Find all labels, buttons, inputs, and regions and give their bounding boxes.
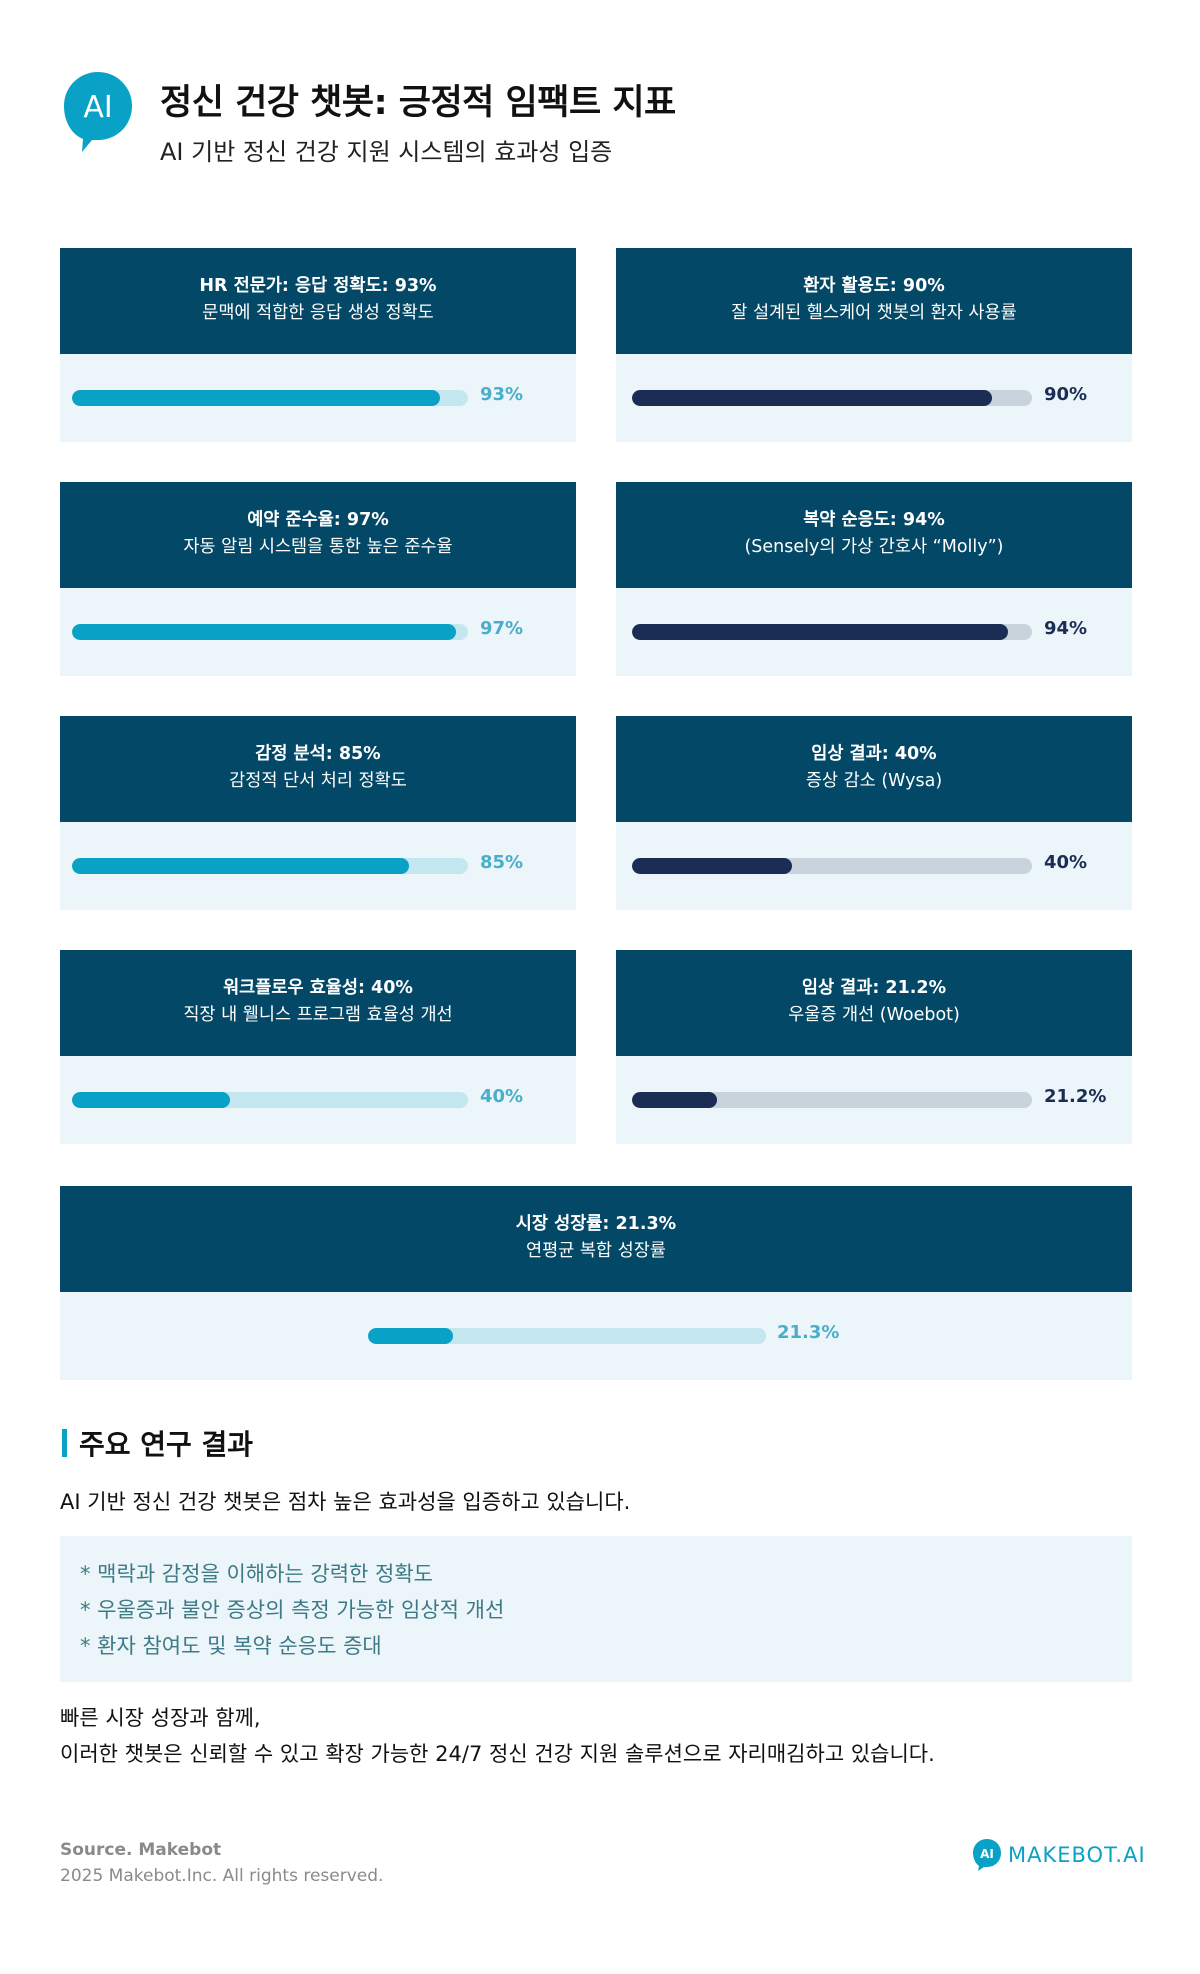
- progress-track: [72, 624, 468, 640]
- metric-description: 감정적 단서 처리 정확도: [229, 771, 407, 791]
- list-item: * 맥락과 감정을 이해하는 강력한 정확도: [80, 1562, 433, 1586]
- metric-percent: 97%: [480, 618, 524, 639]
- metric-description: 증상 감소 (Wysa): [805, 771, 943, 791]
- metric-card-market-growth: 시장 성장률: 21.3% 연평균 복합 성장률 21.3%: [60, 1186, 1132, 1380]
- makebot-logo-icon: AI: [973, 1839, 1001, 1871]
- metric-card-body: 40%: [60, 1056, 576, 1144]
- metric-card-clinical-outcome-wysa: 임상 결과: 40% 증상 감소 (Wysa) 40%: [616, 716, 1132, 910]
- metric-card-header: 시장 성장률: 21.3% 연평균 복합 성장률: [60, 1186, 1132, 1292]
- metric-card-body: 93%: [60, 354, 576, 442]
- findings-title: 주요 연구 결과: [79, 1428, 254, 1461]
- metric-card-body: 85%: [60, 822, 576, 910]
- metric-percent: 90%: [1044, 384, 1088, 405]
- metric-card-body: 21.3%: [60, 1292, 1132, 1380]
- metric-percent: 21.2%: [1044, 1086, 1107, 1107]
- metric-description: (Sensely의 가상 간호사 “Molly”): [744, 537, 1004, 557]
- metric-title: 임상 결과: 21.2%: [801, 978, 947, 998]
- progress-track: [368, 1328, 766, 1344]
- metric-title: 복약 순응도: 94%: [803, 510, 945, 530]
- progress-track: [632, 858, 1032, 874]
- brand-logo: AI MAKEBOT.AI: [972, 1838, 1146, 1872]
- progress-fill: [632, 390, 992, 406]
- progress-fill: [632, 624, 1008, 640]
- metric-title: HR 전문가: 응답 정확도: 93%: [199, 276, 437, 296]
- metric-card-header: 감정 분석: 85% 감정적 단서 처리 정확도: [60, 716, 576, 822]
- metric-description: 문맥에 적합한 응답 생성 정확도: [202, 303, 434, 323]
- metric-card-patient-utilization: 환자 활용도: 90% 잘 설계된 헬스케어 챗봇의 환자 사용률 90%: [616, 248, 1132, 442]
- progress-track: [72, 858, 468, 874]
- metric-card-header: 임상 결과: 21.2% 우울증 개선 (Woebot): [616, 950, 1132, 1056]
- heading-accent-bar: [62, 1429, 67, 1457]
- findings-list: * 맥락과 감정을 이해하는 강력한 정확도 * 우울증과 불안 증상의 측정 …: [60, 1536, 1132, 1682]
- metric-title: 예약 준수율: 97%: [247, 510, 389, 530]
- svg-text:AI: AI: [980, 1847, 994, 1861]
- metric-card-body: 40%: [616, 822, 1132, 910]
- metric-description: 우울증 개선 (Woebot): [788, 1005, 960, 1025]
- closing-text: 빠른 시장 성장과 함께, 이러한 챗봇은 신뢰할 수 있고 확장 가능한 24…: [60, 1700, 935, 1772]
- progress-fill: [632, 1092, 717, 1108]
- metric-description: 직장 내 웰니스 프로그램 효율성 개선: [183, 1005, 453, 1025]
- progress-fill: [72, 624, 457, 640]
- metric-card-header: 워크플로우 효율성: 40% 직장 내 웰니스 프로그램 효율성 개선: [60, 950, 576, 1056]
- progress-track: [632, 624, 1032, 640]
- metric-description: 자동 알림 시스템을 통한 높은 준수율: [183, 537, 453, 557]
- progress-fill: [72, 390, 441, 406]
- metric-card-header: 환자 활용도: 90% 잘 설계된 헬스케어 챗봇의 환자 사용률: [616, 248, 1132, 354]
- list-item: * 환자 참여도 및 복약 순응도 증대: [80, 1634, 382, 1658]
- metric-card-header: 예약 준수율: 97% 자동 알림 시스템을 통한 높은 준수율: [60, 482, 576, 588]
- metric-percent: 93%: [480, 384, 524, 405]
- metric-card-workflow-efficiency: 워크플로우 효율성: 40% 직장 내 웰니스 프로그램 효율성 개선 40%: [60, 950, 576, 1144]
- metric-percent: 21.3%: [777, 1322, 840, 1343]
- progress-fill: [72, 858, 409, 874]
- metric-card-clinical-outcome-woebot: 임상 결과: 21.2% 우울증 개선 (Woebot) 21.2%: [616, 950, 1132, 1144]
- ai-chat-bubble-logo: AI: [64, 72, 132, 152]
- metric-title: 환자 활용도: 90%: [803, 276, 945, 296]
- metric-card-body: 90%: [616, 354, 1132, 442]
- metric-percent: 94%: [1044, 618, 1088, 639]
- progress-fill: [632, 858, 792, 874]
- page-header: AI 정신 건강 챗봇: 긍정적 임팩트 지표 AI 기반 정신 건강 지원 시…: [62, 68, 1138, 178]
- brand-name: MAKEBOT.AI: [1008, 1843, 1146, 1867]
- metric-card-body: 21.2%: [616, 1056, 1132, 1144]
- metric-card-header: HR 전문가: 응답 정확도: 93% 문맥에 적합한 응답 생성 정확도: [60, 248, 576, 354]
- progress-track: [632, 390, 1032, 406]
- metric-description: 잘 설계된 헬스케어 챗봇의 환자 사용률: [731, 303, 1017, 323]
- svg-text:AI: AI: [83, 90, 112, 125]
- source-credit: Source. Makebot: [60, 1840, 222, 1860]
- progress-track: [72, 1092, 468, 1108]
- findings-intro: AI 기반 정신 건강 챗봇은 점차 높은 효과성을 입증하고 있습니다.: [60, 1490, 631, 1514]
- metric-title: 임상 결과: 40%: [811, 744, 937, 764]
- findings-heading: 주요 연구 결과: [62, 1426, 254, 1461]
- metric-title: 워크플로우 효율성: 40%: [223, 978, 413, 998]
- copyright-text: 2025 Makebot.Inc. All rights reserved.: [60, 1866, 384, 1886]
- metric-title: 감정 분석: 85%: [255, 744, 381, 764]
- closing-line: 빠른 시장 성장과 함께,: [60, 1706, 261, 1730]
- metric-card-response-accuracy: HR 전문가: 응답 정확도: 93% 문맥에 적합한 응답 생성 정확도 93…: [60, 248, 576, 442]
- progress-fill: [368, 1328, 453, 1344]
- page-title: 정신 건강 챗봇: 긍정적 임팩트 지표: [160, 83, 676, 123]
- metric-percent: 40%: [480, 1086, 524, 1107]
- metric-card-appointment-adherence: 예약 준수율: 97% 자동 알림 시스템을 통한 높은 준수율 97%: [60, 482, 576, 676]
- metric-card-body: 94%: [616, 588, 1132, 676]
- metric-card-header: 복약 순응도: 94% (Sensely의 가상 간호사 “Molly”): [616, 482, 1132, 588]
- metric-percent: 40%: [1044, 852, 1088, 873]
- page-subtitle: AI 기반 정신 건강 지원 시스템의 효과성 입증: [160, 138, 613, 166]
- metric-percent: 85%: [480, 852, 524, 873]
- metric-description: 연평균 복합 성장률: [526, 1241, 666, 1261]
- metric-card-sentiment-analysis: 감정 분석: 85% 감정적 단서 처리 정확도 85%: [60, 716, 576, 910]
- progress-track: [72, 390, 468, 406]
- list-item: * 우울증과 불안 증상의 측정 가능한 임상적 개선: [80, 1598, 505, 1622]
- metric-card-body: 97%: [60, 588, 576, 676]
- metric-card-medication-adherence: 복약 순응도: 94% (Sensely의 가상 간호사 “Molly”) 94…: [616, 482, 1132, 676]
- metric-card-header: 임상 결과: 40% 증상 감소 (Wysa): [616, 716, 1132, 822]
- progress-track: [632, 1092, 1032, 1108]
- metric-title: 시장 성장률: 21.3%: [515, 1214, 677, 1234]
- progress-fill: [72, 1092, 231, 1108]
- closing-line: 이러한 챗봇은 신뢰할 수 있고 확장 가능한 24/7 정신 건강 지원 솔루…: [60, 1742, 935, 1766]
